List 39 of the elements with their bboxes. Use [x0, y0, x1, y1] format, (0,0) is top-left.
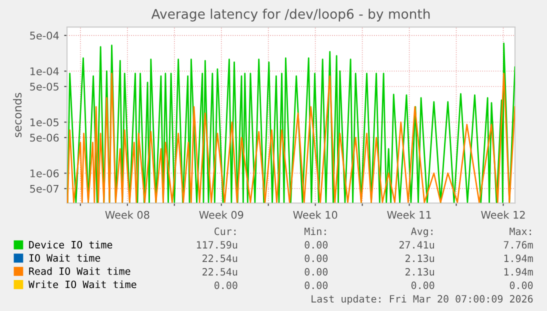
x-tick-label: Week 11: [387, 210, 431, 219]
y-tick-label: 1e-05: [30, 118, 58, 126]
text: 22.54u: [202, 254, 238, 262]
legend-label: IO Wait time: [29, 254, 100, 262]
legend-label: Read IO Wait time: [29, 267, 130, 275]
text: 0.00: [411, 282, 434, 290]
text: Min:: [304, 227, 326, 235]
text: 1.94m: [504, 254, 533, 262]
legend-label: Device IO time: [29, 240, 112, 248]
x-tick-label: Week 10: [293, 210, 338, 219]
y-tick-label: 1e-04: [30, 67, 59, 76]
text: Last update: Fri Mar 20 07:00:09 2026: [312, 294, 533, 305]
text: Max:: [510, 228, 531, 236]
y-tick-label: 1e-06: [30, 169, 59, 178]
text: 2.13u: [406, 268, 434, 276]
text: 0.00: [304, 254, 328, 262]
x-tick-label: Week 08: [105, 210, 150, 219]
y-tick-label: 5e-06: [30, 134, 59, 142]
legend-label: Write IO Wait time: [28, 280, 136, 288]
text: 27.41u: [399, 241, 434, 249]
x-tick-label: Week 09: [199, 210, 244, 219]
text: 22.54u: [202, 268, 238, 276]
text: 0.00: [304, 241, 328, 249]
text: 0.00: [304, 268, 328, 276]
text: 2.13u: [406, 254, 434, 262]
text: 0.00: [214, 282, 238, 290]
y-tick-label: 5e-04: [30, 32, 59, 40]
text: 0.00: [510, 282, 533, 290]
y-tick-label: 5e-07: [30, 184, 58, 193]
text: Cur:: [214, 228, 236, 236]
text: 117.59u: [197, 241, 238, 249]
y-tick-label: 5e-05: [30, 82, 58, 91]
text: Avg:: [410, 228, 432, 238]
text: 0.00: [304, 282, 328, 290]
y-axis-title: seconds: [13, 92, 22, 138]
chart-title: Average latency for /dev/loop6 - by month: [151, 8, 430, 22]
text: 7.76m: [504, 241, 533, 249]
x-tick-label: Week 12: [481, 210, 525, 219]
text: 1.94m: [504, 268, 533, 276]
